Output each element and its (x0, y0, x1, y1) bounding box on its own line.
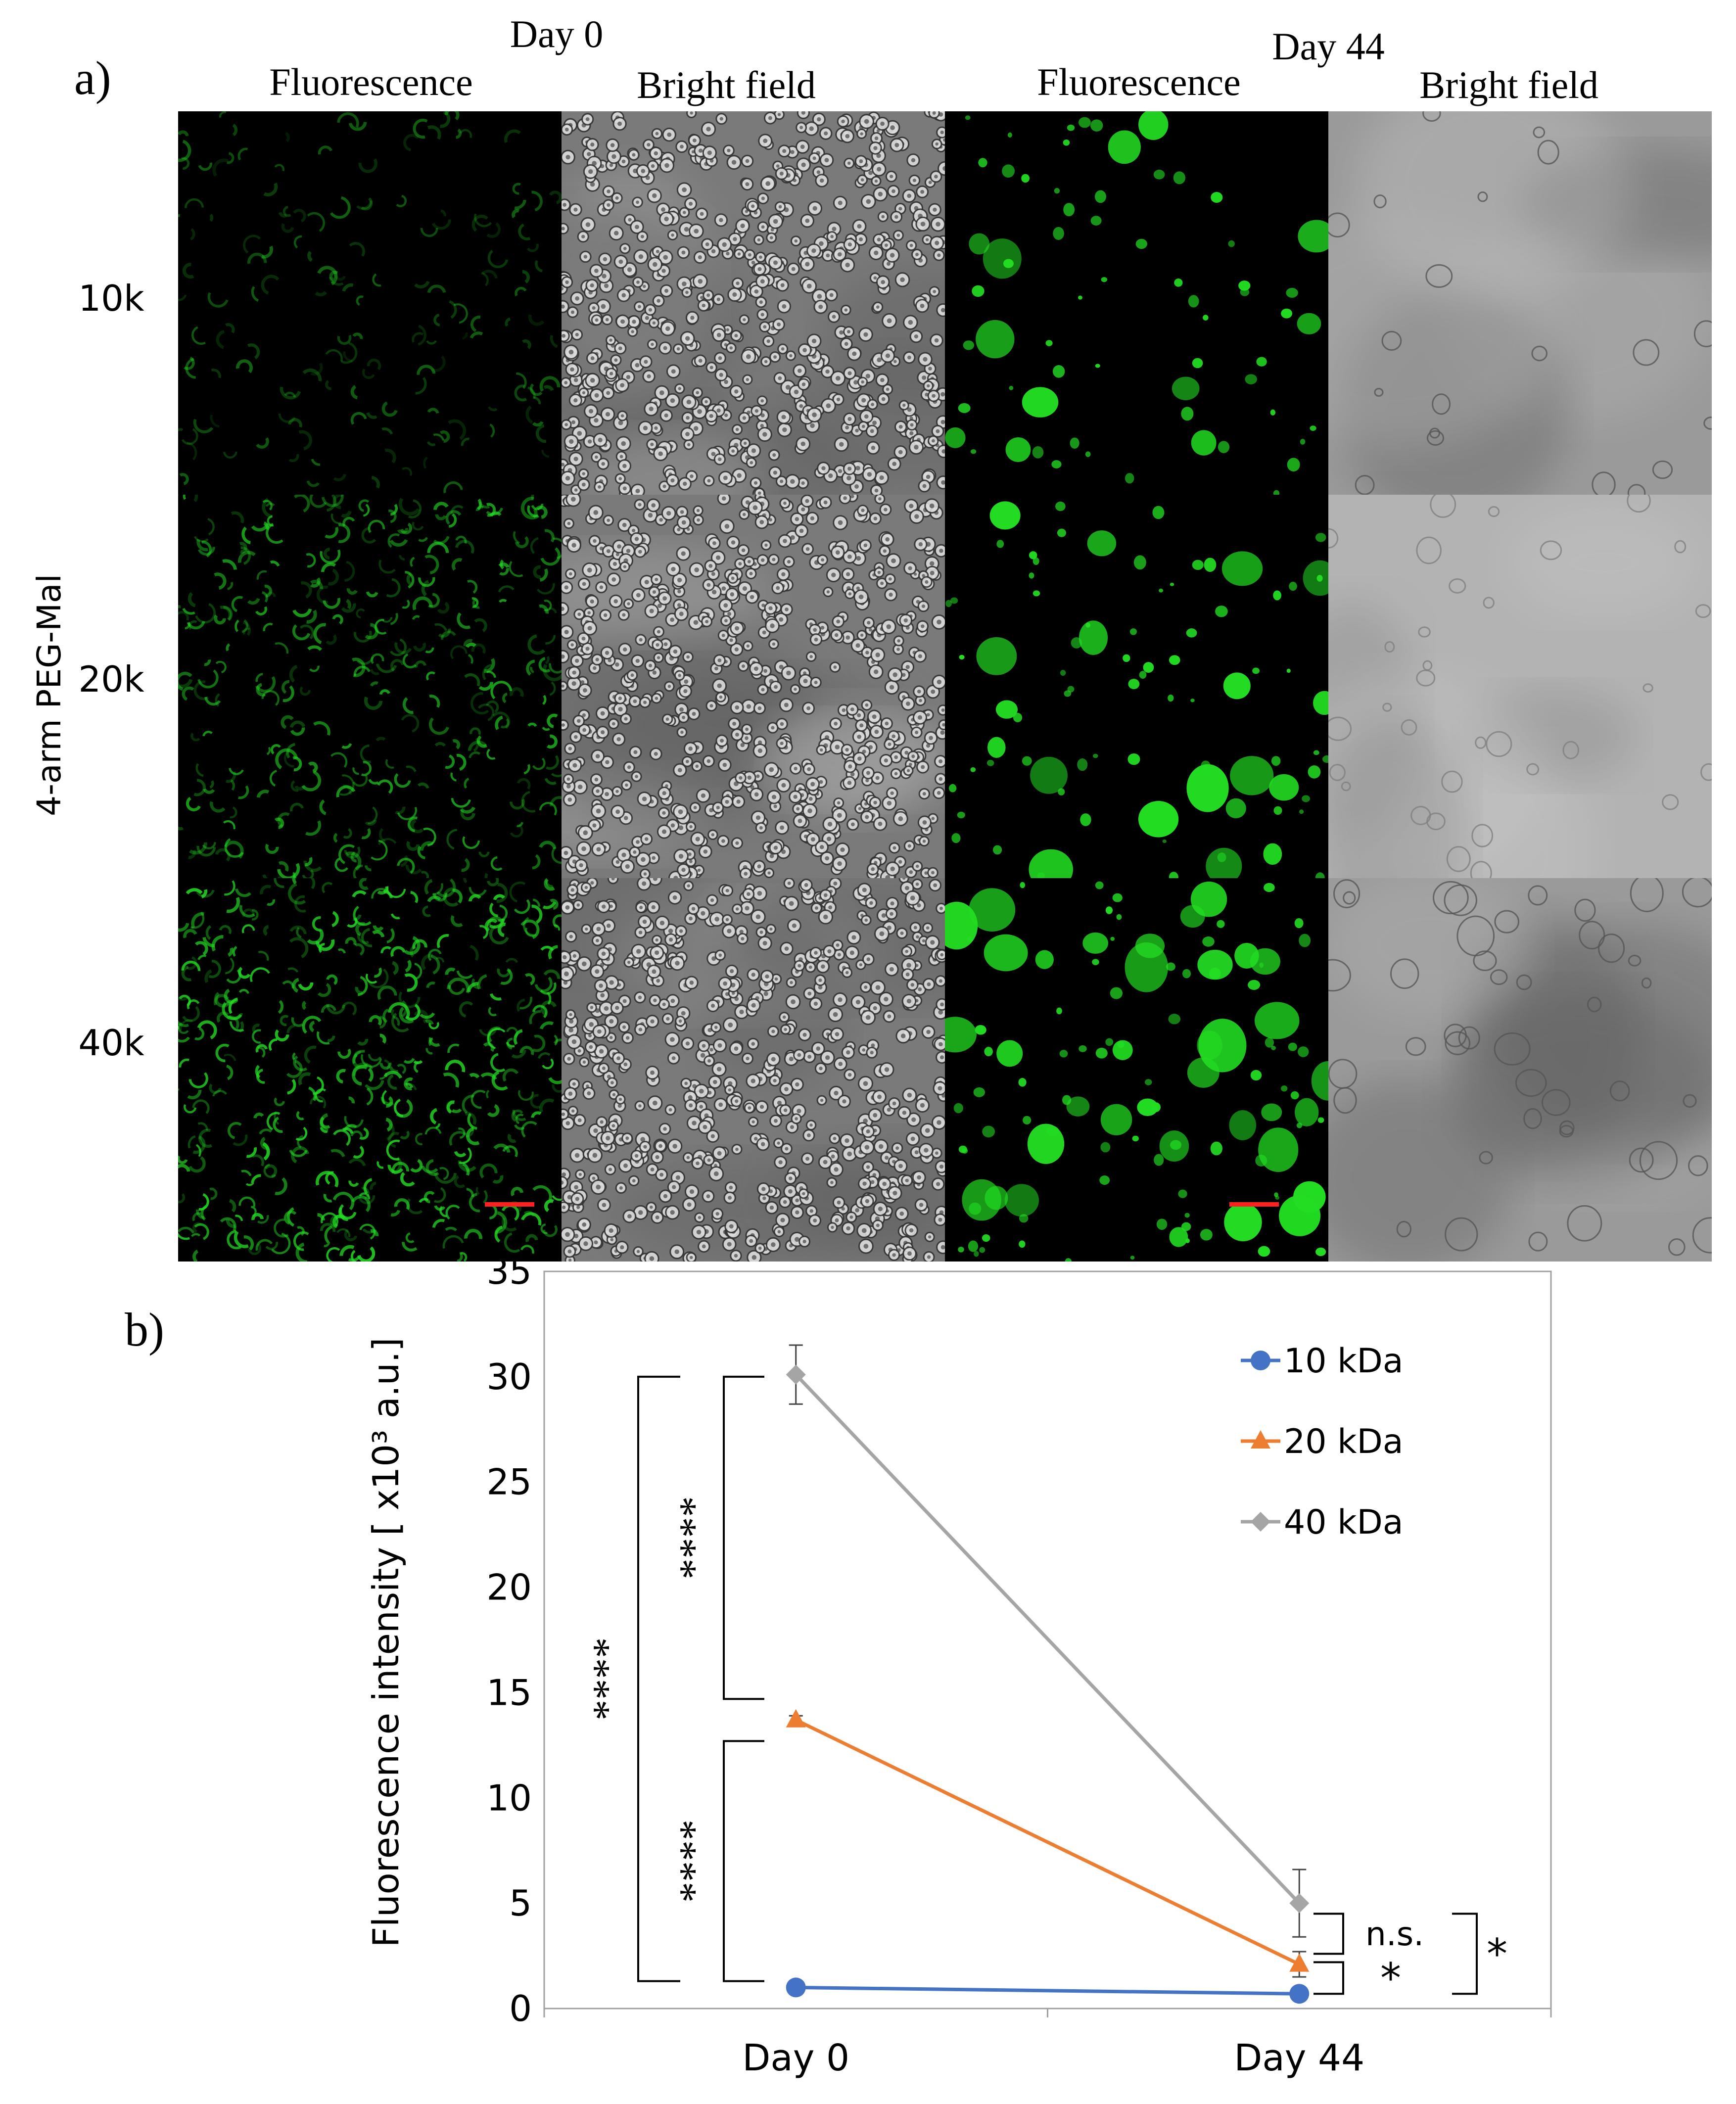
significance-bracket: * (1314, 1954, 1401, 2003)
series-40-kda (786, 1344, 1310, 1938)
legend-label: 40 kDa (1284, 1503, 1404, 1542)
series-line (795, 1373, 1301, 1905)
column-header-day44-bright-field: Bright field (1419, 63, 1598, 106)
legend-entry: 20 kDa (1241, 1422, 1404, 1461)
y-tick-label: 15 (486, 1672, 532, 1713)
legend-entry: 40 kDa (1241, 1503, 1404, 1542)
y-tick-label: 30 (486, 1356, 532, 1398)
micrograph-grid (178, 111, 1712, 1262)
data-point (786, 1364, 806, 1385)
micrograph-day44-fluorescence-10k (945, 111, 1328, 495)
micrograph-day44-fluorescence-20k (945, 495, 1328, 878)
x-axis: Day 0 Day 44 (543, 2009, 1552, 2079)
panel-b-label: b) (125, 1303, 164, 1356)
y-tick-label: 25 (486, 1461, 532, 1503)
significance-label: **** (671, 1496, 717, 1580)
significance-label: **** (584, 1637, 630, 1721)
legend-entry: 10 kDa (1241, 1342, 1404, 1381)
micrograph-day0-fluorescence-20k (178, 495, 562, 878)
panel-a-label: a) (74, 51, 111, 104)
column-header-day44-fluorescence: Fluorescence (1037, 60, 1240, 103)
y-tick-label: 20 (486, 1567, 532, 1608)
series-20-kda (786, 1709, 1310, 1978)
significance-bracket: **** (671, 1375, 764, 1700)
x-tick-label: Day 0 (742, 2037, 849, 2079)
significance-brackets: ************n.s.* * (584, 1375, 1507, 2003)
data-point (1289, 1893, 1310, 1914)
micrograph-day0-bright-field-20k (562, 495, 945, 878)
micrograph-day44-bright-field-40k (1328, 878, 1712, 1262)
data-point (1289, 1984, 1310, 2004)
significance-bracket: **** (671, 1740, 764, 1982)
micrograph-day0-bright-field-10k (562, 111, 945, 495)
micrograph-day0-fluorescence-40k (178, 878, 562, 1262)
data-point (786, 1709, 806, 1728)
significance-bracket: **** (584, 1375, 680, 1982)
micrograph-day0-bright-field-40k (562, 878, 945, 1262)
panel-b: b) 0 5 10 15 20 25 30 35 Day 0 Day 44 Fluorescen… (125, 1251, 1552, 2079)
legend-label: 20 kDa (1284, 1422, 1404, 1461)
panel-a: a) Day 0 Day 44 Fluorescence Bright fiel… (30, 12, 1712, 1262)
significance-label: * (1487, 1930, 1507, 1978)
micrograph-day44-fluorescence-40k (945, 878, 1328, 1262)
line-chart: 0 5 10 15 20 25 30 35 Day 0 Day 44 Fluorescence … (365, 1251, 1552, 2079)
group-title-day0: Day 0 (510, 12, 603, 55)
data-point (1251, 1430, 1270, 1449)
significance-label: **** (671, 1820, 717, 1903)
series-line (796, 1985, 1300, 1996)
significance-bracket: n.s. (1314, 1913, 1424, 1955)
y-axis-label: Fluorescence intensity [ x10³ a.u.] (365, 1338, 407, 1948)
y-tick-label: 5 (509, 1882, 532, 1924)
data-point (1289, 1953, 1310, 1972)
row-axis-label: 4-arm PEG-Mal (30, 574, 68, 816)
significance-label: n.s. (1365, 1915, 1424, 1953)
y-axis: 0 5 10 15 20 25 30 35 (486, 1251, 532, 2029)
row-label-10k: 10k (78, 278, 144, 319)
group-title-day44: Day 44 (1272, 25, 1384, 68)
scale-bar (485, 1202, 534, 1207)
data-point (786, 1977, 806, 1998)
significance-bracket: * (1452, 1913, 1507, 1995)
legend: 10 kDa 20 kDa 40 kDa (1241, 1342, 1404, 1542)
scale-bar (1229, 1202, 1279, 1207)
series-line (795, 1718, 1300, 1966)
micrograph-day44-bright-field-20k (1328, 495, 1712, 878)
row-label-20k: 20k (78, 658, 144, 700)
row-label-40k: 40k (78, 1022, 144, 1064)
data-point (1251, 1512, 1270, 1532)
micrograph-day44-bright-field-10k (1328, 111, 1712, 495)
series-layer (786, 1344, 1310, 2004)
x-tick-label: Day 44 (1234, 2037, 1364, 2079)
series-10-kda (786, 1977, 1310, 2004)
y-tick-label: 10 (486, 1777, 532, 1819)
data-point (1251, 1351, 1270, 1370)
y-tick-label: 35 (486, 1251, 532, 1292)
column-header-day0-bright-field: Bright field (637, 63, 816, 106)
column-header-day0-fluorescence: Fluorescence (269, 60, 472, 103)
micrograph-day0-fluorescence-10k (178, 111, 562, 495)
legend-label: 10 kDa (1284, 1342, 1404, 1381)
significance-label: * (1380, 1954, 1401, 2003)
y-tick-label: 0 (509, 1988, 532, 2029)
